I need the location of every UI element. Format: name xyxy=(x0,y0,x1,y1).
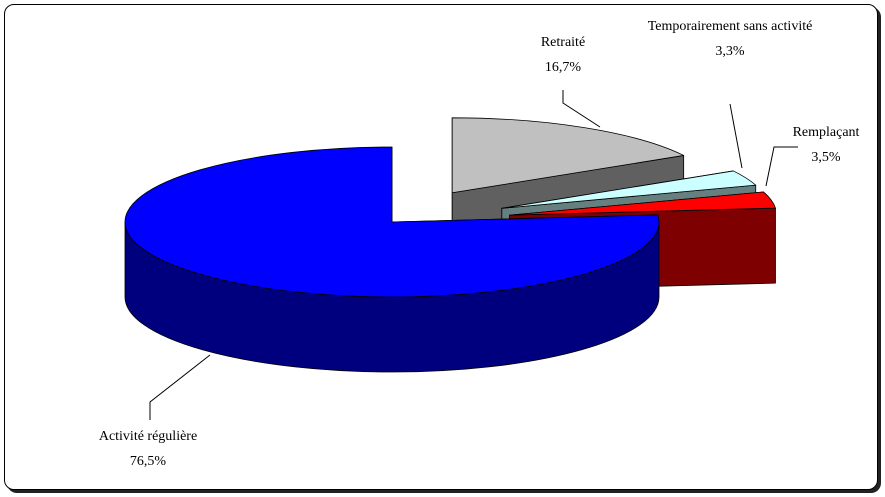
leader-line xyxy=(729,103,743,169)
slice-top xyxy=(509,191,776,216)
slice-name: Temporairement sans activité xyxy=(647,19,813,34)
slice-label: Activité régulière 76,5% xyxy=(68,424,228,474)
slice-name: Remplaçant xyxy=(792,125,860,140)
leader-line xyxy=(765,146,798,187)
leader-line xyxy=(562,90,601,128)
slice-label: Retraité 16,7% xyxy=(503,30,623,80)
leader-line xyxy=(149,354,211,420)
slice-label: Temporairement sans activité 3,3% xyxy=(640,14,820,64)
slice-value: 16,7% xyxy=(544,60,582,75)
slice-name: Retraité xyxy=(540,35,586,50)
slice-top xyxy=(451,117,685,194)
slice-label: Remplaçant 3,5% xyxy=(776,120,876,170)
slice-value: 3,3% xyxy=(715,44,745,59)
slice-name: Activité régulière xyxy=(98,429,198,444)
slice-value: 76,5% xyxy=(129,454,167,469)
slice-top xyxy=(501,170,757,209)
slice-top xyxy=(124,146,660,298)
slice-value: 3,5% xyxy=(811,150,841,165)
